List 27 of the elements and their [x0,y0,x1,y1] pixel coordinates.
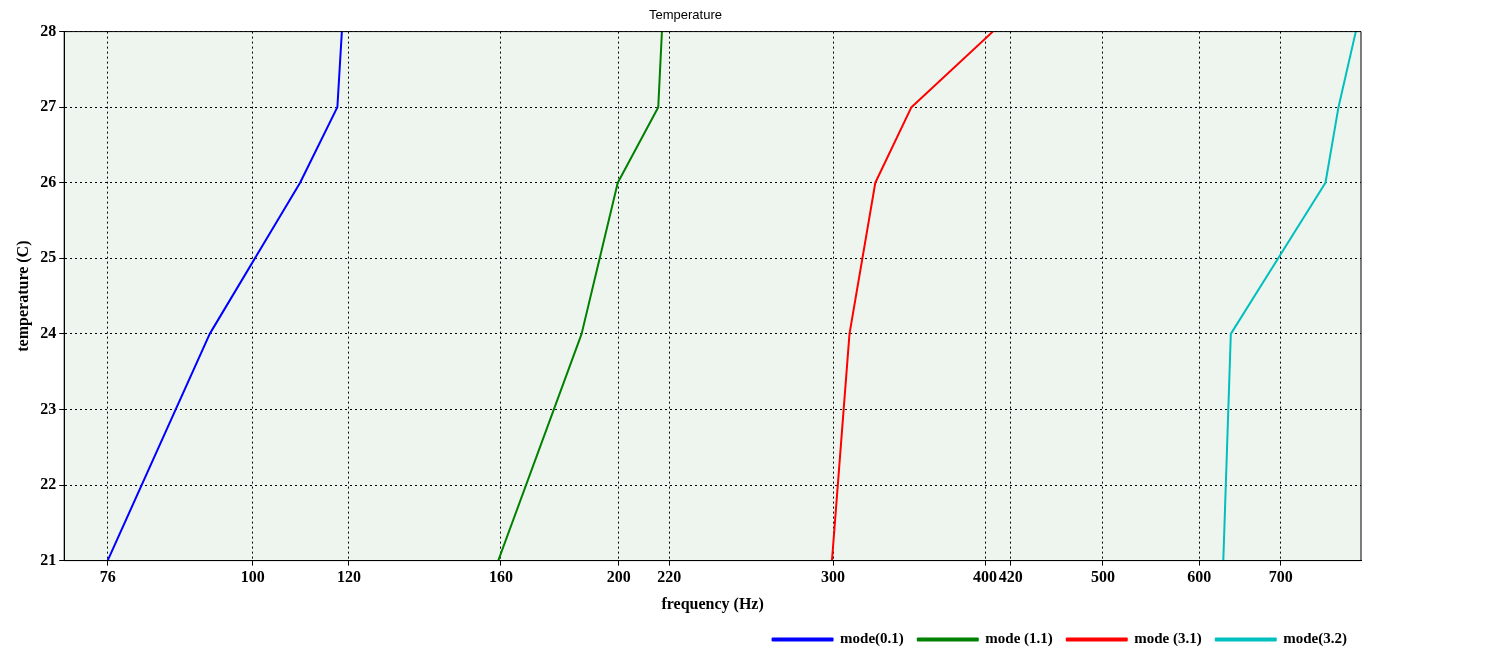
legend-label: mode (1.1) [985,630,1053,648]
x-tick-label: 400 [973,568,997,586]
x-tick-label: 200 [606,568,631,586]
x-tick-label: 220 [657,568,682,586]
x-tick-label: 420 [998,568,1023,586]
y-tick-label: 23 [40,399,57,417]
y-tick-label: 22 [40,475,57,493]
y-tick-label: 28 [40,21,57,39]
x-tick-label: 160 [488,568,513,586]
x-tick-label: 300 [821,568,846,586]
legend-label: mode(0.1) [840,630,904,648]
legend-label: mode (3.1) [1134,630,1202,648]
x-tick-label: 120 [336,568,361,586]
x-tick-label: 76 [99,568,116,586]
y-tick-label: 24 [40,324,57,342]
x-tick-label: 100 [240,568,265,586]
chart-title: Temperature [649,7,722,23]
y-tick-label: 21 [40,550,57,568]
y-tick-label: 26 [40,172,57,190]
legend-label: mode(3.2) [1283,630,1348,648]
x-tick-label: 700 [1268,568,1293,586]
x-tick-label: 500 [1090,568,1115,586]
x-tick-label: 600 [1187,568,1212,586]
y-axis-title: temperature (C) [13,240,32,352]
y-tick-label: 25 [40,248,57,266]
x-axis-title: frequency (Hz) [661,594,764,613]
y-tick-label: 27 [40,97,57,115]
